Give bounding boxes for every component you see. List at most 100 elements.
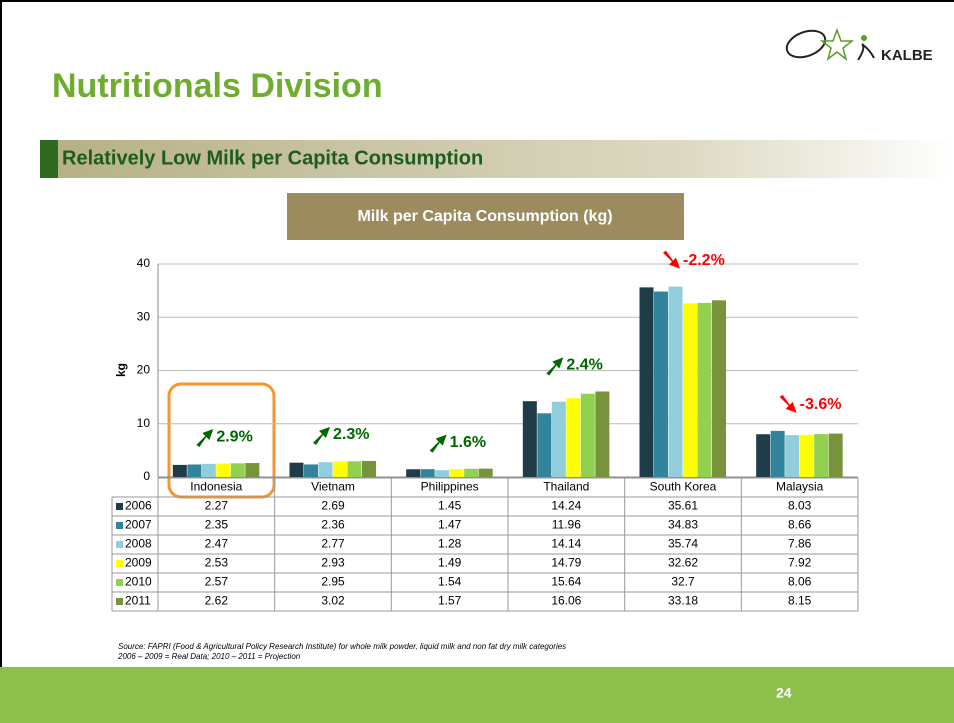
table-cell: 2.47 <box>205 537 229 551</box>
header-accent <box>40 140 58 178</box>
bar <box>668 286 683 477</box>
bar <box>712 300 726 477</box>
annotation: 1.6% <box>450 434 486 451</box>
bar <box>595 391 610 477</box>
bar <box>566 398 581 477</box>
table-cell: 35.74 <box>668 537 698 551</box>
legend-label: 2011 <box>125 594 151 608</box>
bar <box>318 462 333 477</box>
table-cell: 33.18 <box>668 594 698 608</box>
bar <box>333 461 347 477</box>
legend-swatch <box>116 598 123 605</box>
footer-band <box>0 667 954 723</box>
bar <box>828 433 843 477</box>
bar <box>697 302 712 477</box>
table-cell: 14.14 <box>551 537 581 551</box>
y-tick-label: 40 <box>137 256 151 270</box>
trend-arrow <box>779 394 797 413</box>
annotation: 2.4% <box>566 357 602 374</box>
table-cell: 14.79 <box>551 556 581 570</box>
header-band <box>58 140 954 178</box>
table-cell: 1.49 <box>438 556 462 570</box>
source-line: 2006 – 2009 = Real Data; 2010 – 2011 = P… <box>117 652 301 661</box>
bar <box>420 469 435 477</box>
bar <box>304 464 318 477</box>
table-cell: 1.28 <box>438 537 462 551</box>
table-cell: 2.62 <box>205 594 229 608</box>
x-tick-label: South Korea <box>650 480 717 494</box>
table-cell: 7.86 <box>788 537 812 551</box>
table-cell: 14.24 <box>551 499 581 513</box>
table-cell: 1.45 <box>438 499 462 513</box>
table-cell: 2.36 <box>321 518 345 532</box>
legend-label: 2010 <box>125 575 152 589</box>
x-tick-label: Malaysia <box>776 480 824 494</box>
y-tick-label: 30 <box>137 309 151 323</box>
table-cell: 8.03 <box>788 499 812 513</box>
legend-swatch <box>116 579 123 586</box>
bar <box>187 464 202 477</box>
legend-swatch <box>116 541 123 548</box>
bar <box>449 469 464 477</box>
trend-arrow <box>429 434 447 453</box>
slide-subtitle: Relatively Low Milk per Capita Consumpti… <box>62 147 483 169</box>
annotation: -3.6% <box>800 396 842 413</box>
table-cell: 34.83 <box>668 518 698 532</box>
bar <box>230 463 245 477</box>
annotation: -2.2% <box>683 252 725 269</box>
bar <box>216 463 231 477</box>
slide-title: Nutritionals Division <box>52 67 383 105</box>
y-axis-label: kg <box>114 363 128 377</box>
x-tick-label: Thailand <box>543 480 589 494</box>
x-tick-label: Philippines <box>421 480 479 494</box>
legend-label: 2006 <box>125 499 152 513</box>
bar <box>347 461 362 477</box>
y-tick-label: 10 <box>137 416 151 430</box>
bar <box>435 470 450 477</box>
table-cell: 8.15 <box>788 594 812 608</box>
table-cell: 8.66 <box>788 518 812 532</box>
trend-arrow <box>313 426 330 445</box>
table-cell: 8.06 <box>788 575 812 589</box>
bar <box>245 463 260 477</box>
legend-label: 2009 <box>125 556 152 570</box>
bar <box>756 434 771 477</box>
legend-label: 2007 <box>125 518 152 532</box>
bar <box>785 435 800 477</box>
chart-title-box <box>287 193 684 240</box>
bar <box>522 401 537 477</box>
bar <box>683 303 697 477</box>
table-cell: 15.64 <box>551 575 581 589</box>
bar <box>362 460 376 477</box>
table-cell: 2.93 <box>321 556 345 570</box>
table-cell: 2.77 <box>321 537 345 551</box>
page-number: 24 <box>776 685 792 701</box>
table-cell: 1.57 <box>438 594 462 608</box>
x-tick-label: Vietnam <box>311 480 355 494</box>
source-line: Source: FAPRI (Food & Agricultural Polic… <box>118 642 566 651</box>
bar <box>478 468 493 477</box>
annotation: 2.3% <box>333 426 369 443</box>
x-tick-label: Indonesia <box>190 480 242 494</box>
table-cell: 7.92 <box>788 556 812 570</box>
table-cell: 32.7 <box>671 575 695 589</box>
table-cell: 16.06 <box>551 594 581 608</box>
logo: KALBE <box>785 27 933 64</box>
table-cell: 2.27 <box>205 499 229 513</box>
trend-arrow <box>663 250 680 269</box>
bar <box>814 434 829 477</box>
table-cell: 1.54 <box>438 575 462 589</box>
trend-arrow <box>546 357 564 376</box>
logo-text: KALBE <box>881 47 933 64</box>
table-cell: 35.61 <box>668 499 698 513</box>
bar <box>654 291 668 477</box>
bar <box>551 401 566 477</box>
legend-swatch <box>116 560 123 567</box>
bar <box>799 434 814 477</box>
table-cell: 2.35 <box>205 518 229 532</box>
table-cell: 1.47 <box>438 518 462 532</box>
annotation: 2.9% <box>216 428 252 445</box>
trend-arrow <box>196 429 214 448</box>
